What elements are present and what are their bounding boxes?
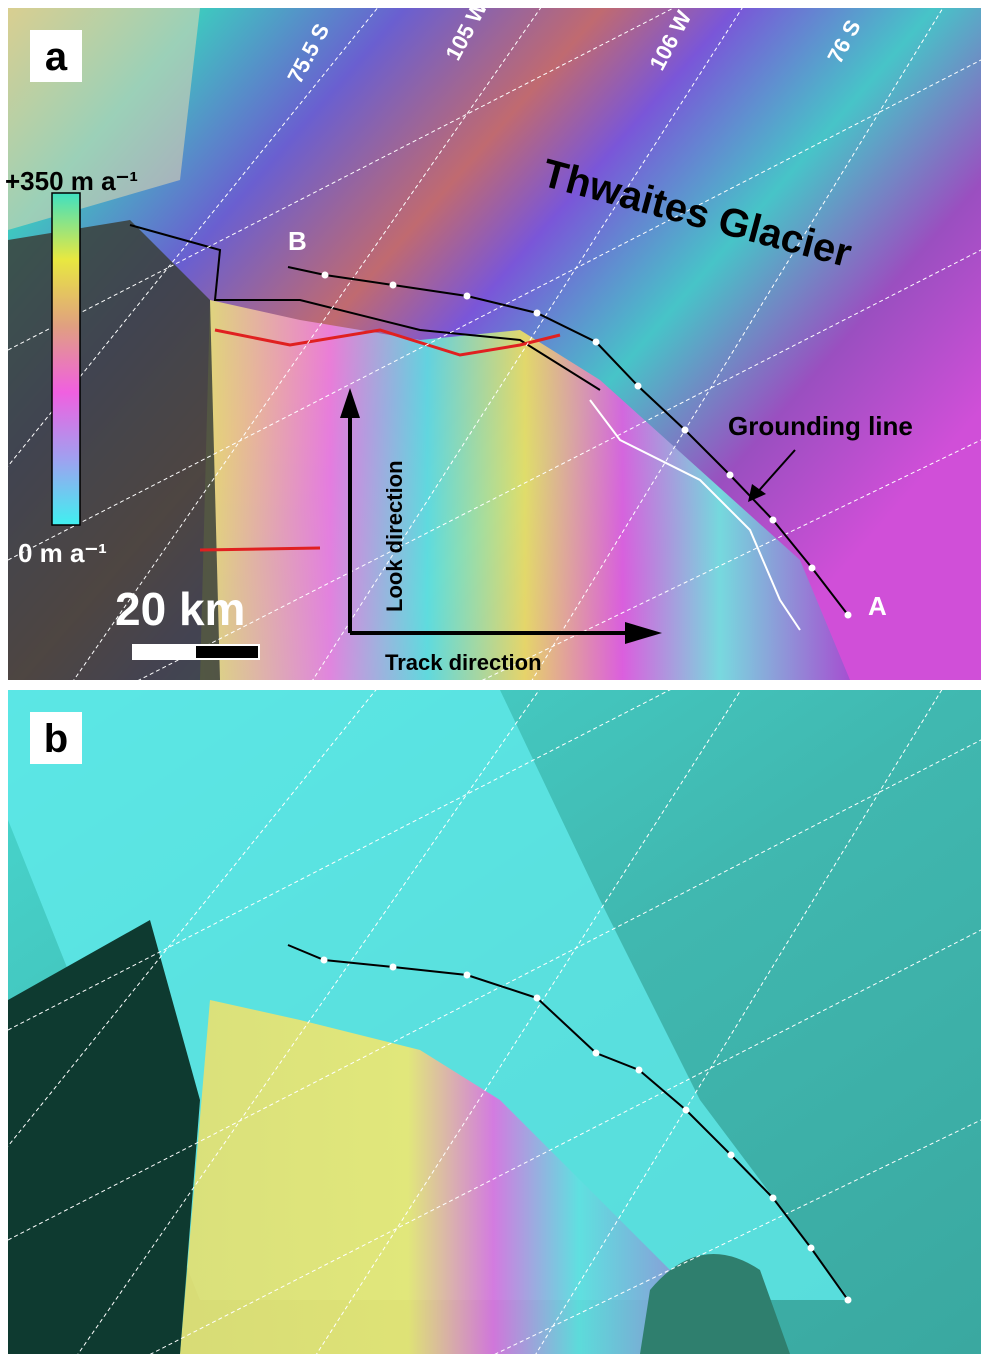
panel-label: a bbox=[45, 35, 68, 79]
panel-label: b bbox=[44, 717, 68, 761]
profile-start-label: B bbox=[288, 226, 307, 256]
scale-bar-segment bbox=[134, 646, 196, 658]
track-direction-label: Track direction bbox=[385, 650, 542, 675]
colorbar-max-label: +350 m a⁻¹ bbox=[5, 166, 138, 196]
panel-a-image bbox=[8, 8, 981, 680]
page: {"panel_a": {"label": "a", "grid_labels"… bbox=[0, 0, 987, 1359]
colorbar bbox=[52, 193, 80, 525]
annotation: Grounding line bbox=[728, 411, 913, 441]
scale-bar-label: 20 km bbox=[115, 583, 245, 635]
panel-b-image bbox=[8, 690, 981, 1354]
colorbar-min-label: 0 m a⁻¹ bbox=[18, 538, 107, 568]
figure: +350 m a⁻¹ 0 m a⁻¹ a b 75.5 S 105 W 106 … bbox=[0, 0, 987, 1359]
look-direction-label: Look direction bbox=[382, 460, 407, 612]
profile-end-label: A bbox=[868, 591, 887, 621]
